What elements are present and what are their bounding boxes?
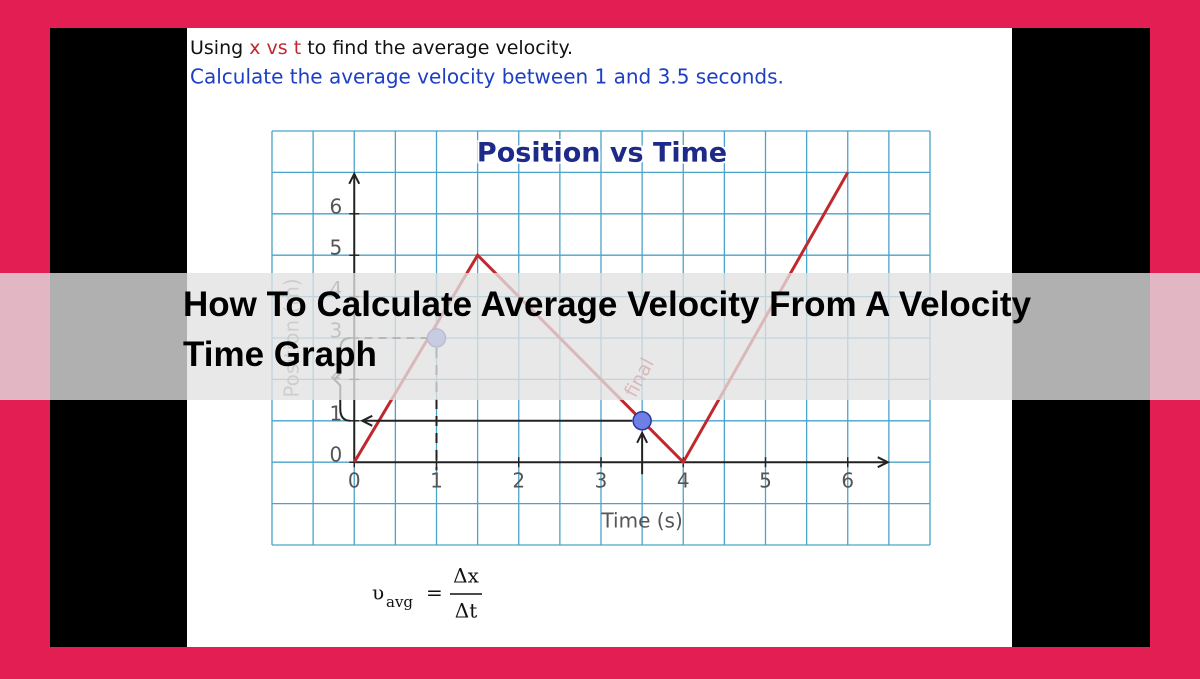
y-axis-arrow — [348, 171, 361, 185]
y-tick-label: 0 — [330, 443, 343, 467]
formula-equals: = — [426, 581, 443, 605]
x-tick-label: 6 — [841, 469, 854, 493]
intro-suffix: to find the average velocity. — [307, 37, 573, 59]
formula-numerator: Δx — [453, 564, 479, 588]
marker-point — [632, 411, 652, 431]
intro: Using x vs t to find the average velocit… — [190, 37, 573, 59]
x-axis-label: Time (s) — [600, 509, 682, 533]
x-axis-arrow — [877, 456, 890, 469]
x-tick-label: 0 — [348, 469, 361, 493]
x-tick-label: 5 — [759, 469, 772, 493]
formula-denominator: Δt — [455, 599, 477, 623]
question: Calculate the average velocity between 1… — [190, 65, 784, 89]
guide-arrow-head — [360, 414, 373, 427]
guide-arrow-head — [636, 430, 649, 444]
y-tick-label: 6 — [330, 194, 343, 218]
x-tick-label: 4 — [677, 469, 690, 493]
x-tick-label: 1 — [430, 469, 443, 493]
intro-prefix: Using — [190, 37, 243, 59]
title: How To Calculate Average Velocity From A… — [183, 285, 1032, 374]
x-tick-label: 3 — [595, 469, 608, 493]
y-tick-label: 1 — [330, 401, 343, 425]
title-banner — [0, 273, 1200, 400]
title-box: How To Calculate Average Velocity From A… — [183, 285, 1032, 374]
y-tick-label: 5 — [330, 236, 343, 260]
formula: υ avg = Δx Δt — [372, 564, 482, 623]
x-tick-label: 2 — [512, 469, 525, 493]
formula-subscript: avg — [386, 593, 413, 611]
chart-title: Position vs Time — [477, 138, 727, 169]
formula-symbol: υ — [372, 581, 384, 605]
intro-highlight: x vs t — [249, 37, 301, 59]
